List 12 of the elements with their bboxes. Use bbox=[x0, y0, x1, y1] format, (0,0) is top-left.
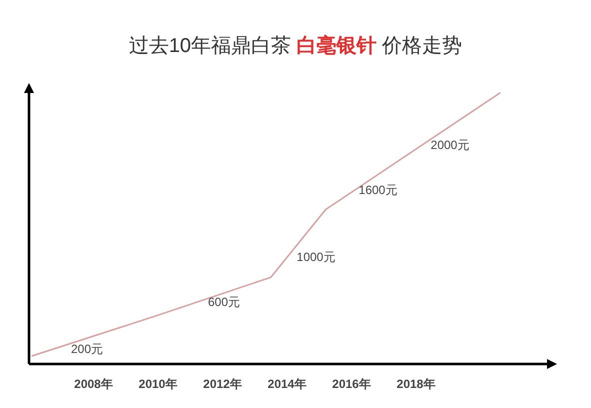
annotation: 200元 bbox=[70, 342, 104, 356]
x-tick-label: 2014年 bbox=[268, 377, 306, 391]
annotation: 1000元 bbox=[296, 250, 336, 264]
annotation: 1600元 bbox=[358, 183, 398, 198]
x-tick-label: 2012年 bbox=[203, 377, 242, 391]
annotation: 2000元 bbox=[430, 138, 470, 152]
x-tick-label: 2016年 bbox=[332, 377, 371, 391]
x-tick-label: 2008年 bbox=[74, 377, 113, 391]
x-tick-label: 2010年 bbox=[138, 377, 178, 391]
chart-title: 过去10年福鼎白茶 白毫银针 价格走势 bbox=[128, 34, 462, 57]
annotation: 600元 bbox=[208, 295, 240, 310]
x-tick-label: 2018年 bbox=[396, 377, 436, 391]
